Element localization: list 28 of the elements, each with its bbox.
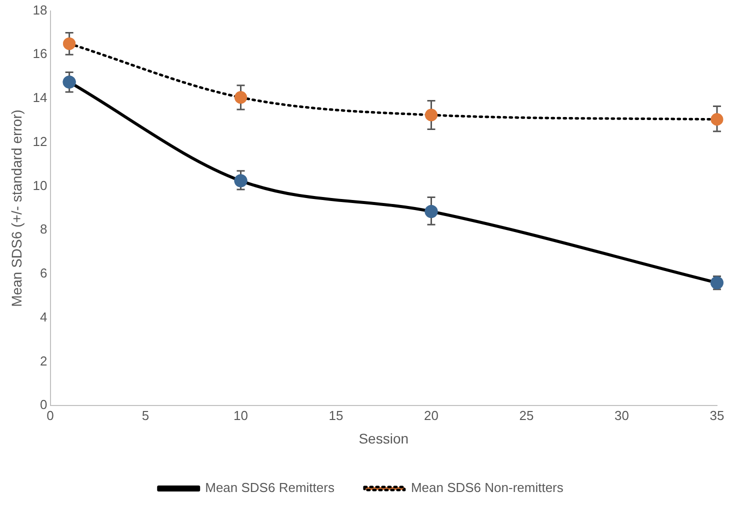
point — [234, 91, 248, 104]
y-tick-label: 8 — [40, 222, 48, 237]
y-tick-label: 10 — [32, 178, 48, 193]
x-tick-label: 25 — [519, 408, 534, 423]
x-tick-label: 35 — [710, 408, 724, 423]
x-tick-label: 5 — [142, 408, 150, 423]
point — [63, 37, 76, 50]
x-tick-label: 15 — [328, 408, 344, 423]
point — [62, 76, 76, 89]
y-axis-title: Mean SDS6 (+/- standard error) — [8, 110, 24, 307]
y-tick-label: 6 — [40, 266, 48, 281]
legend-label: Mean SDS6 Non-remitters — [410, 480, 564, 496]
point — [234, 174, 248, 188]
y-tick-label: 14 — [32, 90, 48, 106]
x-tick-label: 10 — [234, 408, 248, 423]
y-tick-label: 16 — [32, 46, 48, 62]
x-tick-label: 20 — [424, 408, 438, 423]
legend-label: Mean SDS6 Remitters — [205, 480, 335, 496]
point — [424, 204, 438, 218]
point — [710, 113, 724, 126]
y-tick-label: 0 — [40, 397, 48, 412]
x-tick-label: 30 — [614, 408, 629, 423]
point — [425, 108, 438, 122]
y-tick-label: 2 — [40, 353, 48, 368]
y-tick-label: 4 — [40, 309, 48, 324]
y-tick-label: 18 — [32, 2, 48, 18]
y-tick-label: 12 — [32, 134, 48, 149]
x-axis-title: Session — [358, 430, 409, 446]
